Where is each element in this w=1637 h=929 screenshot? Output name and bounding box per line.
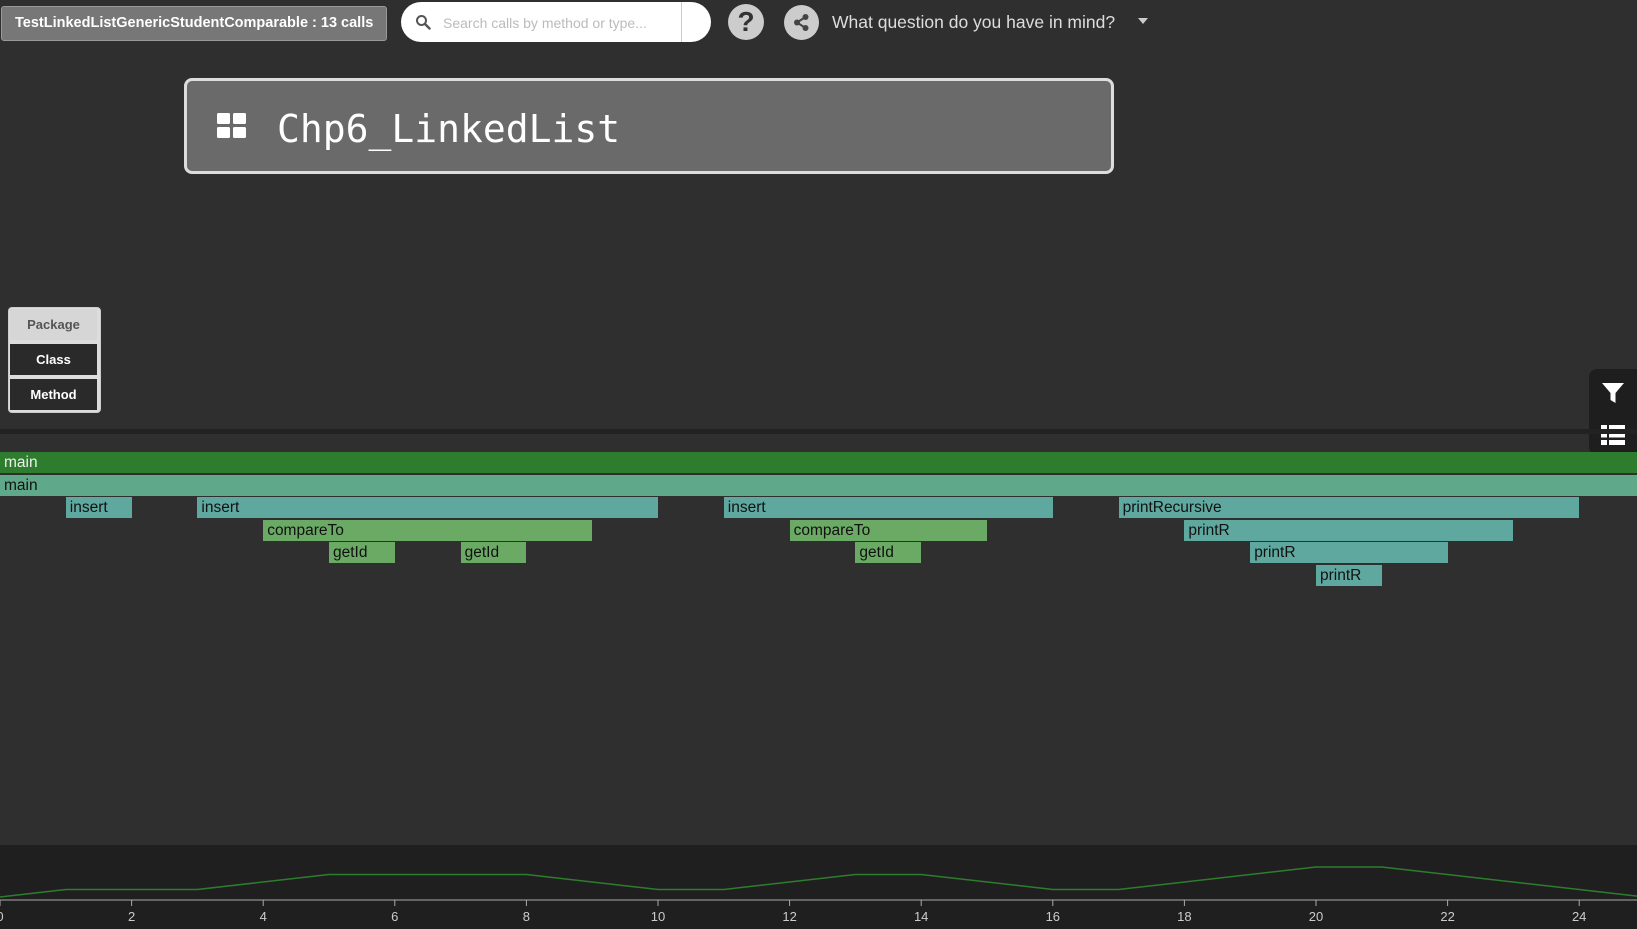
timeline-tick-label: 2: [128, 909, 135, 924]
call-bar-main[interactable]: main: [0, 474, 1637, 496]
call-bar-getId[interactable]: getId: [329, 542, 395, 563]
call-bar-compareTo[interactable]: compareTo: [789, 519, 987, 541]
call-bar-printR[interactable]: printR: [1316, 564, 1382, 586]
help-icon[interactable]: ?: [728, 4, 764, 40]
side-panel: [1589, 369, 1637, 455]
call-bar-insert[interactable]: insert: [723, 497, 1053, 518]
timeline-tick-label: 18: [1177, 909, 1191, 924]
call-bar-insert[interactable]: insert: [197, 497, 658, 518]
share-button[interactable]: [784, 5, 819, 40]
timeline-tick-label: 6: [391, 909, 398, 924]
table-list-icon[interactable]: [1601, 423, 1625, 447]
timeline-series-line: [0, 866, 1637, 898]
chevron-down-icon[interactable]: [1138, 18, 1148, 24]
call-bar-getId[interactable]: getId: [460, 542, 527, 563]
level-class-button[interactable]: Class: [10, 344, 97, 375]
timeline-tick-label: 10: [651, 909, 665, 924]
timeline-tick-label: 8: [523, 909, 530, 924]
package-name: Chp6_LinkedList: [277, 107, 621, 151]
call-bar-printR[interactable]: printR: [1184, 519, 1514, 541]
level-selector: Package Class Method: [8, 307, 101, 413]
search-box[interactable]: [401, 2, 711, 42]
timeline-chart[interactable]: 024681012141618202224: [0, 845, 1637, 929]
level-package-button[interactable]: Package: [10, 309, 97, 340]
call-bar-main[interactable]: main: [0, 452, 1637, 473]
grid-icon: [217, 113, 246, 138]
call-bar-insert[interactable]: insert: [65, 497, 132, 518]
timeline-overview[interactable]: [0, 845, 1637, 929]
timeline-tick-label: 20: [1309, 909, 1323, 924]
timeline-tick-label: 22: [1440, 909, 1454, 924]
share-icon: [794, 14, 809, 31]
call-bar-printRecursive[interactable]: printRecursive: [1118, 497, 1580, 518]
search-icon: [416, 15, 431, 30]
timeline-tick-label: 24: [1572, 909, 1586, 924]
app-title: TestLinkedListGenericStudentComparable :…: [1, 6, 388, 41]
question-dropdown[interactable]: What question do you have in mind?: [832, 12, 1116, 32]
timeline-tick-label: 16: [1046, 909, 1060, 924]
timeline-tick-label: 0: [0, 909, 4, 924]
divider: [0, 429, 1637, 434]
timeline-tick-label: 12: [782, 909, 796, 924]
call-bar-getId[interactable]: getId: [855, 542, 922, 563]
call-bar-printR[interactable]: printR: [1250, 542, 1448, 563]
timeline-tick-label: 14: [914, 909, 928, 924]
search-input[interactable]: [441, 10, 683, 36]
call-bar-compareTo[interactable]: compareTo: [263, 519, 593, 541]
timeline-tick-label: 4: [260, 909, 267, 924]
level-method-button[interactable]: Method: [10, 379, 97, 410]
package-card[interactable]: Chp6_LinkedList: [184, 78, 1114, 174]
filter-icon[interactable]: [1601, 381, 1625, 405]
search-divider: [681, 2, 682, 42]
